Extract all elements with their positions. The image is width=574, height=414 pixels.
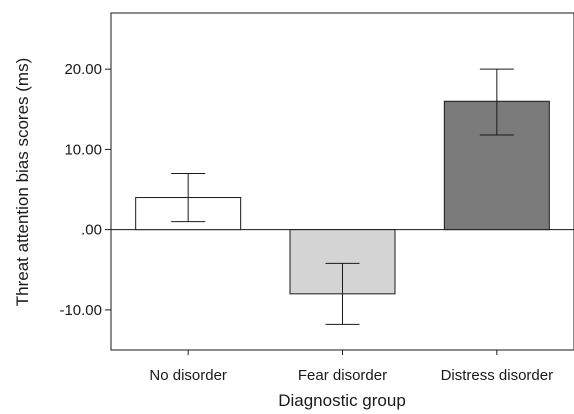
x-tick-label: Distress disorder xyxy=(441,367,554,384)
y-tick-label: .00 xyxy=(81,222,102,239)
y-axis-title: Threat attention bias scores (ms) xyxy=(13,58,32,306)
x-axis-title: Diagnostic group xyxy=(278,391,406,410)
y-tick-label: 10.00 xyxy=(64,141,102,158)
x-tick-label: Fear disorder xyxy=(298,367,387,384)
y-tick-label: 20.00 xyxy=(64,61,102,78)
x-tick-label: No disorder xyxy=(149,367,227,384)
y-tick-label: -10.00 xyxy=(59,302,102,319)
